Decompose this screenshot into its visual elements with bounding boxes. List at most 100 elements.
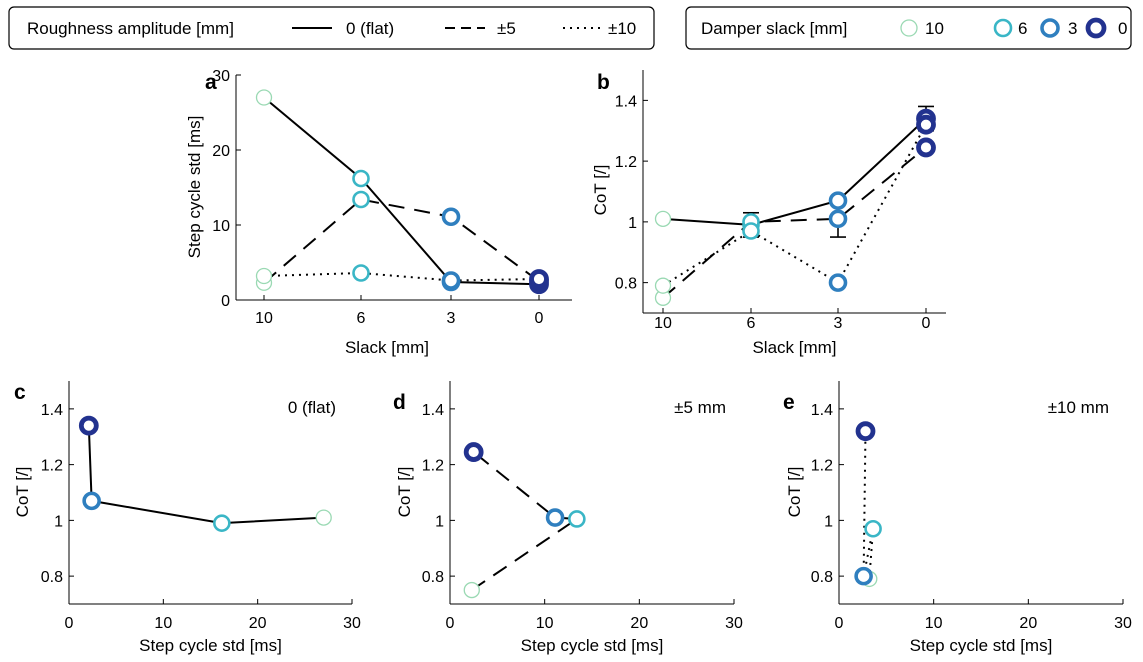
panel-d-ytick-label: 0.8 <box>422 569 444 586</box>
panel-a-ytick-label: 30 <box>212 68 230 85</box>
panel-a-xtick-label: 3 <box>447 310 456 327</box>
panel-e-xtick-label: 0 <box>835 615 844 632</box>
panel-b-xtick-label: 3 <box>834 315 843 332</box>
panel-c-trajectory-line <box>87 425 324 525</box>
damper-legend-title: Damper slack [mm] <box>701 19 847 38</box>
panel-b-ytick-label: 0.8 <box>615 276 637 293</box>
panel-d-annotation: ±5 mm <box>674 398 726 417</box>
panel-e-marker-slack-0 <box>855 421 876 442</box>
panel-b-marker-slack-6 <box>742 222 760 240</box>
panel-b-marker-slack-0 <box>916 137 936 158</box>
panel-e-marker-slack-3 <box>854 566 873 586</box>
panel-a-letter: a <box>205 71 217 94</box>
panel-e-ytick-label: 1.2 <box>811 458 833 475</box>
panel-e-xtick-label: 20 <box>1019 615 1037 632</box>
legend-dotted-label: ±10 <box>608 19 636 38</box>
panel-a-series-line <box>263 96 540 286</box>
panel-a-ytick-label: 20 <box>212 143 230 160</box>
legend-slack-marker-3 <box>1040 18 1060 38</box>
panel-a-series-line <box>263 198 540 284</box>
panel-c-ytick-label: 1.4 <box>41 402 63 419</box>
panel-b-ylabel: CoT [/] <box>591 165 610 216</box>
panel-e-xlabel: Step cycle std [ms] <box>910 636 1053 655</box>
panel-d-ytick-label: 1.4 <box>422 402 444 419</box>
legend-slack-label-3: 3 <box>1068 19 1077 38</box>
panel-c-marker-slack-6 <box>213 514 231 532</box>
panel-a-marker-slack-0 <box>529 269 549 289</box>
panel-d: 0.8 1 1.2 1.4 d CoT [/] Step cycle std [ms] 0 10… <box>393 381 743 655</box>
panel-b: 0.8 1 1.2 1.4 b CoT [/] Slack [mm] 10 6 3 0 <box>591 70 946 357</box>
panel-a-ylabel: Step cycle std [ms] <box>185 116 204 259</box>
legend-slack-label-6: 6 <box>1018 19 1027 38</box>
panel-a-series-line <box>263 271 540 282</box>
panel-e-ytick-label: 0.8 <box>811 569 833 586</box>
panel-a-ytick-label: 0 <box>221 293 230 310</box>
panel-b-xtick-label: 6 <box>747 315 756 332</box>
panel-d-letter: d <box>393 391 406 414</box>
panel-e-ytick-label: 1 <box>824 513 833 530</box>
panel-a-xtick-label: 0 <box>535 310 544 327</box>
panel-b-ytick-label: 1.4 <box>615 93 637 110</box>
panel-e-xtick-label: 30 <box>1114 615 1132 632</box>
panel-d-xlabel: Step cycle std [ms] <box>521 636 664 655</box>
panel-d-marker-slack-3 <box>545 508 565 527</box>
panel-e-annotation: ±10 mm <box>1048 398 1109 417</box>
panel-b-marker-slack-3 <box>828 273 848 292</box>
panel-d-xtick-label: 0 <box>446 615 455 632</box>
panel-b-marker-slack-10 <box>654 277 672 294</box>
panel-b-marker-slack-10 <box>654 210 672 227</box>
panel-c-marker-slack-0 <box>78 415 99 436</box>
panel-e-letter: e <box>783 391 795 414</box>
panel-b-marker-slack-3 <box>828 209 848 229</box>
panel-e-ytick-label: 1.4 <box>811 402 833 419</box>
panel-d-ytick-label: 1.2 <box>422 458 444 475</box>
panel-a-marker-slack-6 <box>352 169 370 188</box>
panel-a-marker-slack-3 <box>441 271 461 290</box>
panel-c-ytick-label: 0.8 <box>41 569 63 586</box>
panel-c-letter: c <box>14 381 26 404</box>
panel-a-xlabel: Slack [mm] <box>345 338 429 357</box>
panel-d-xtick-label: 30 <box>725 615 743 632</box>
legend-slack-label-10: 10 <box>925 19 944 38</box>
panel-c-xtick-label: 0 <box>65 615 74 632</box>
panel-b-series-line <box>662 117 927 226</box>
panel-d-ylabel: CoT [/] <box>395 467 414 518</box>
panel-c-ytick-label: 1.2 <box>41 458 63 475</box>
panel-b-letter: b <box>597 71 610 94</box>
panel-c-marker-slack-10 <box>315 509 332 526</box>
legend-slack-label-0: 0 <box>1118 19 1127 38</box>
roughness-legend-title: Roughness amplitude [mm] <box>27 19 234 38</box>
panel-b-ytick-label: 1 <box>628 215 637 232</box>
panel-c-xtick-label: 10 <box>154 615 172 632</box>
panel-c-ylabel: CoT [/] <box>13 467 32 518</box>
panel-b-series-line <box>662 124 927 287</box>
panel-c-xtick-label: 20 <box>249 615 267 632</box>
panel-a-marker-slack-6 <box>352 190 370 209</box>
panel-d-marker-slack-6 <box>568 510 586 528</box>
panel-e-marker-slack-6 <box>864 519 882 538</box>
panel-a-xtick-label: 6 <box>357 310 366 327</box>
panel-b-xlabel: Slack [mm] <box>752 338 836 357</box>
panel-b-marker-slack-3 <box>828 191 848 210</box>
panel-e-ylabel: CoT [/] <box>785 467 804 518</box>
panel-e: 0.8 1 1.2 1.4 e CoT [/] Step cycle std [ms] 0 10… <box>783 381 1132 655</box>
panel-b-ytick-label: 1.2 <box>615 154 637 171</box>
panel-c-xlabel: Step cycle std [ms] <box>139 636 282 655</box>
legend-dashed-label: ±5 <box>497 19 516 38</box>
panel-e-trajectory-line <box>862 431 875 579</box>
panel-d-xtick-label: 20 <box>630 615 648 632</box>
panel-a-ytick-label: 10 <box>212 218 230 235</box>
panel-d-ytick-label: 1 <box>435 513 444 530</box>
panel-a-xtick-label: 10 <box>255 310 273 327</box>
panel-d-trajectory-line <box>471 451 580 591</box>
panel-a-marker-slack-10 <box>255 267 273 285</box>
panel-a-marker-slack-6 <box>352 264 370 282</box>
panel-b-xtick-label: 10 <box>654 315 672 332</box>
panel-a-marker-slack-3 <box>441 207 461 227</box>
panel-c: 0.8 1 1.2 1.4 c CoT [/] Step cycle std [ms] 0 10… <box>13 381 361 655</box>
panel-e-xtick-label: 10 <box>925 615 943 632</box>
damper-slack-legend: Damper slack [mm] 10 6 3 0 <box>685 6 1132 50</box>
panel-d-marker-slack-0 <box>463 442 484 462</box>
